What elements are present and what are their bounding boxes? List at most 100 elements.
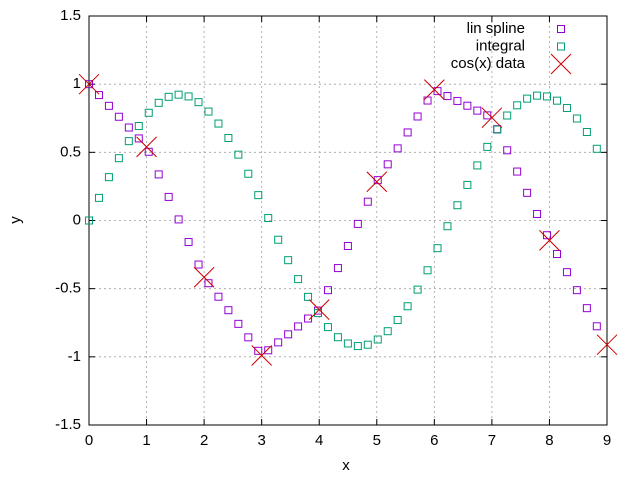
marker bbox=[582, 128, 591, 137]
marker bbox=[373, 176, 382, 185]
marker bbox=[483, 142, 492, 151]
marker bbox=[94, 91, 103, 100]
marker bbox=[463, 101, 472, 110]
marker bbox=[592, 322, 601, 331]
marker bbox=[443, 222, 452, 231]
marker bbox=[523, 94, 532, 103]
marker bbox=[234, 319, 243, 328]
marker bbox=[104, 173, 113, 182]
marker bbox=[251, 345, 273, 366]
x-tick-label: 9 bbox=[603, 432, 611, 449]
marker bbox=[443, 92, 452, 101]
marker bbox=[513, 101, 522, 110]
plot-border bbox=[88, 15, 608, 426]
marker bbox=[164, 92, 173, 101]
x-axis-label: x bbox=[342, 457, 350, 474]
x-tick-label: 3 bbox=[257, 432, 265, 449]
legend-marker bbox=[550, 53, 572, 75]
x-tick-label: 6 bbox=[430, 432, 438, 449]
marker bbox=[503, 111, 512, 120]
marker bbox=[582, 304, 591, 313]
marker bbox=[114, 154, 123, 163]
marker bbox=[154, 170, 163, 179]
marker bbox=[433, 244, 442, 253]
marker bbox=[204, 279, 213, 288]
marker bbox=[413, 285, 422, 294]
marker bbox=[304, 292, 313, 301]
marker bbox=[473, 106, 482, 115]
x-tick-label: 5 bbox=[373, 432, 381, 449]
marker bbox=[552, 250, 561, 259]
marker bbox=[333, 333, 342, 342]
marker bbox=[85, 80, 93, 89]
marker bbox=[323, 323, 332, 332]
y-tick-label: 0 bbox=[73, 211, 81, 228]
x-tick-label: 4 bbox=[315, 432, 323, 449]
marker bbox=[383, 327, 392, 336]
marker bbox=[373, 335, 382, 344]
marker bbox=[366, 171, 388, 193]
marker bbox=[483, 111, 492, 120]
marker bbox=[572, 114, 581, 123]
marker bbox=[304, 314, 313, 323]
marker bbox=[572, 286, 581, 295]
marker bbox=[134, 122, 143, 131]
marker bbox=[453, 201, 462, 210]
marker bbox=[164, 192, 173, 201]
marker bbox=[308, 299, 330, 321]
marker bbox=[363, 197, 372, 206]
marker bbox=[323, 286, 332, 295]
marker bbox=[234, 150, 243, 159]
marker bbox=[403, 128, 412, 137]
y-axis-label: y bbox=[7, 216, 24, 224]
marker bbox=[539, 230, 560, 251]
marker bbox=[184, 92, 193, 101]
marker bbox=[214, 119, 223, 128]
marker bbox=[136, 136, 157, 158]
marker bbox=[144, 147, 153, 156]
legend-label: cos(x) data bbox=[451, 55, 526, 72]
marker bbox=[383, 160, 392, 169]
legend-marker bbox=[557, 42, 565, 51]
legend-label: integral bbox=[476, 37, 525, 54]
marker bbox=[174, 215, 183, 224]
marker bbox=[473, 161, 482, 170]
marker bbox=[403, 302, 412, 311]
marker bbox=[413, 112, 422, 121]
marker bbox=[463, 180, 472, 189]
marker bbox=[124, 137, 133, 146]
marker bbox=[533, 209, 542, 218]
marker bbox=[513, 167, 522, 176]
y-tick-label: -0.5 bbox=[55, 280, 81, 297]
x-tick-label: 1 bbox=[142, 432, 150, 449]
marker bbox=[433, 87, 442, 96]
marker bbox=[244, 333, 253, 342]
marker bbox=[423, 96, 432, 105]
marker bbox=[562, 104, 571, 113]
marker bbox=[224, 134, 233, 143]
marker bbox=[85, 216, 93, 225]
marker bbox=[274, 338, 283, 347]
marker bbox=[503, 146, 512, 155]
marker bbox=[244, 169, 253, 178]
marker bbox=[294, 322, 303, 331]
y-tick-label: 0.5 bbox=[60, 143, 81, 160]
marker bbox=[254, 346, 263, 355]
marker bbox=[493, 125, 502, 134]
marker bbox=[194, 98, 203, 107]
marker bbox=[353, 219, 362, 228]
y-tick-label: 1 bbox=[73, 75, 81, 92]
y-tick-label: -1.5 bbox=[55, 416, 81, 433]
marker bbox=[423, 266, 432, 275]
x-tick-label: 0 bbox=[85, 432, 93, 449]
marker bbox=[104, 101, 113, 110]
marker bbox=[393, 144, 402, 153]
marker bbox=[343, 241, 352, 250]
y-tick-label: -1 bbox=[68, 348, 81, 365]
marker bbox=[543, 92, 552, 101]
marker bbox=[333, 264, 342, 273]
marker bbox=[184, 238, 193, 247]
x-tick-label: 2 bbox=[200, 432, 208, 449]
marker bbox=[363, 340, 372, 349]
